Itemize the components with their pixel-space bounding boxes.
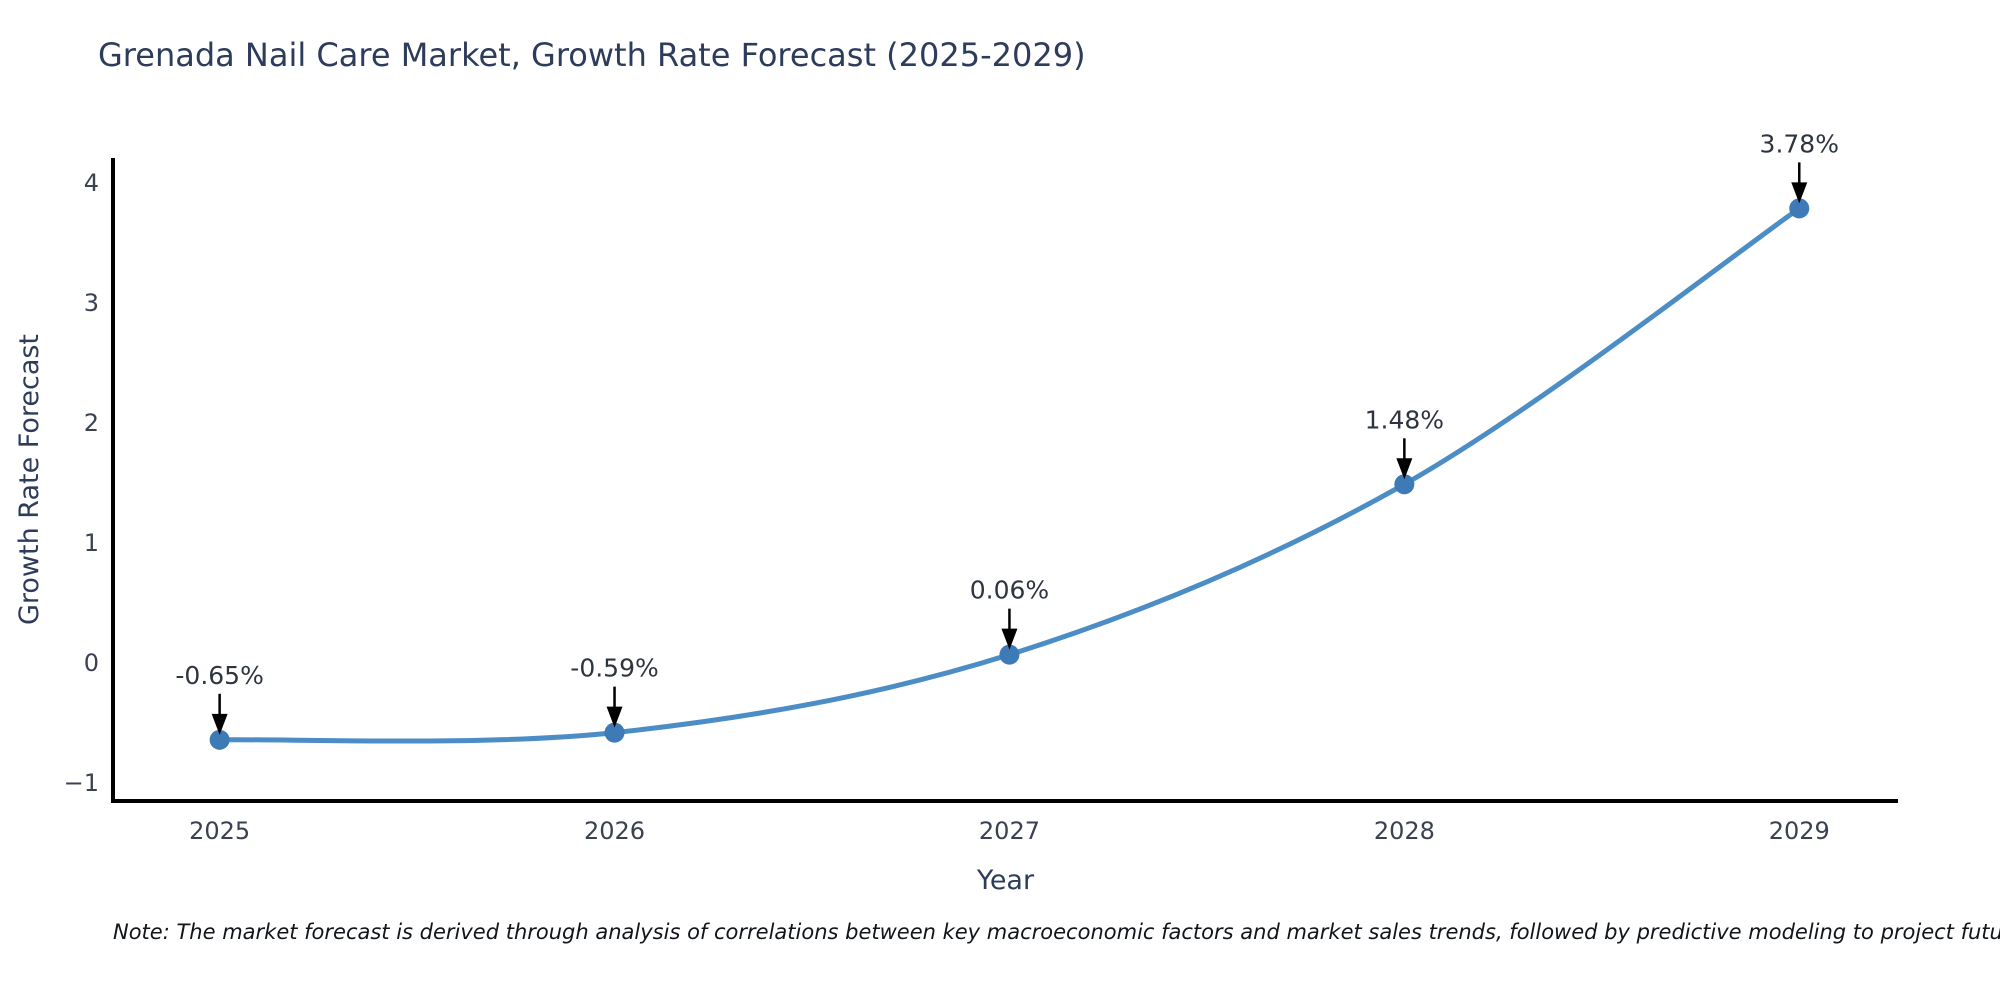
data-point-label: 0.06% (970, 576, 1049, 605)
footnote: Note: The market forecast is derived thr… (113, 920, 2000, 944)
annotation-arrow-head (1791, 182, 1808, 204)
data-point-marker (604, 722, 625, 743)
x-tick-label: 2027 (979, 817, 1040, 845)
data-point-marker (209, 729, 230, 750)
chart-title: Grenada Nail Care Market, Growth Rate Fo… (98, 36, 1086, 74)
annotation-arrow-head (211, 713, 228, 735)
y-tick-label: 0 (84, 649, 99, 677)
data-point-marker (1394, 474, 1415, 495)
y-tick-label: 1 (84, 529, 99, 557)
x-tick-label: 2026 (584, 817, 645, 845)
x-tick-label: 2025 (189, 817, 250, 845)
y-tick-label: −1 (64, 769, 99, 797)
data-point-marker (999, 644, 1020, 665)
data-point-label: -0.59% (570, 654, 658, 683)
data-point-marker (1789, 198, 1810, 219)
data-point-label: 3.78% (1760, 129, 1839, 158)
y-tick-label: 4 (84, 169, 99, 197)
y-tick-label: 3 (84, 289, 99, 317)
y-tick-label: 2 (84, 409, 99, 437)
x-tick-label: 2029 (1769, 817, 1830, 845)
x-tick-label: 2028 (1374, 817, 1435, 845)
annotation-arrow-head (1396, 458, 1413, 480)
data-point-label: 1.48% (1365, 405, 1444, 434)
y-axis-title: Growth Rate Forecast (14, 334, 45, 625)
data-point-label: -0.65% (175, 661, 263, 690)
x-axis-title: Year (976, 865, 1035, 896)
annotation-arrow-head (1001, 628, 1018, 650)
annotation-arrow-head (606, 706, 623, 728)
